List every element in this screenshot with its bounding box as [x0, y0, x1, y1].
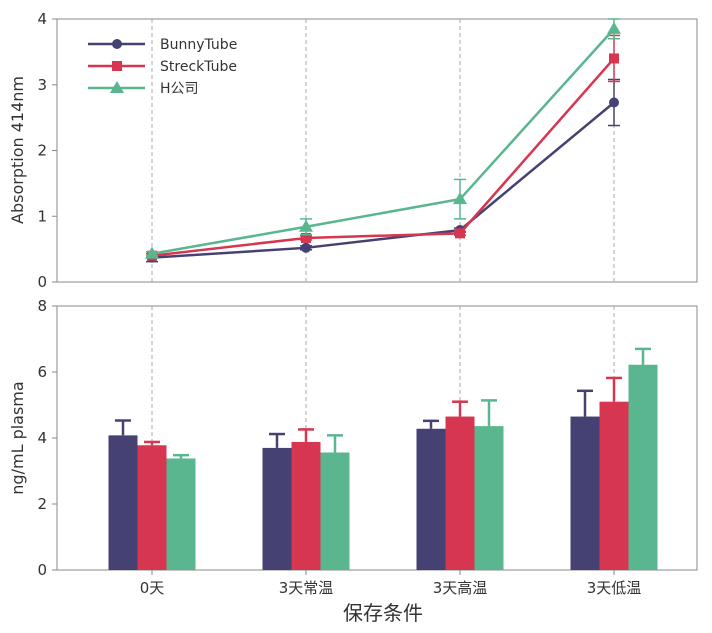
top-y-tick-label: 1 — [37, 207, 47, 225]
legend-label: BunnyTube — [160, 37, 237, 53]
bar — [570, 416, 600, 570]
bar — [445, 416, 475, 570]
top-y-axis-label: Absorption 414nm — [8, 76, 27, 224]
x-tick-label: 0天 — [140, 579, 165, 597]
legend-marker — [112, 61, 122, 71]
x-tick-label: 3天低温 — [587, 579, 642, 597]
bottom-y-tick-label: 6 — [37, 363, 47, 381]
legend-label: H公司 — [160, 81, 199, 97]
top-data-point — [609, 97, 619, 108]
bottom-y-axis: 0 2 4 6 8 — [37, 297, 57, 579]
x-axis: 0天 3天常温 3天高温 3天低温 — [140, 570, 642, 597]
bar — [137, 445, 167, 570]
top-data-point — [145, 246, 159, 259]
bottom-y-axis-label: ng/mL plasma — [8, 381, 27, 494]
top-series-line — [151, 57, 615, 257]
bar — [166, 458, 196, 570]
top-data-point — [607, 21, 621, 34]
top-plot-frame — [56, 18, 698, 283]
bottom-y-tick-label: 4 — [37, 429, 47, 447]
top-data-point — [453, 192, 467, 205]
top-data-point — [455, 228, 465, 239]
x-tick-label: 3天常温 — [279, 579, 334, 597]
bar — [108, 435, 138, 570]
bottom-bars-layer — [108, 347, 658, 570]
legend: BunnyTube StreckTube H公司 — [88, 37, 237, 97]
bottom-y-tick-label: 0 — [37, 561, 47, 579]
top-y-tick-label: 0 — [37, 273, 47, 291]
top-y-axis: 0 1 2 3 4 — [37, 10, 57, 291]
top-series-layer — [145, 18, 621, 263]
absorption-line-chart: 0 1 2 3 4 Absorption 414nm BunnyTube StreckTu… — [8, 10, 698, 291]
top-series-line — [151, 101, 615, 259]
x-axis-label: 保存条件 — [343, 601, 423, 625]
top-data-point — [299, 219, 313, 232]
top-series-line — [151, 28, 615, 255]
bottom-gridlines — [151, 306, 615, 570]
top-y-tick-label: 3 — [37, 76, 47, 94]
bar — [628, 364, 658, 570]
top-data-point — [609, 53, 619, 64]
top-data-point — [301, 242, 311, 253]
bar — [474, 426, 504, 570]
bar — [262, 447, 292, 570]
bottom-y-tick-label: 2 — [37, 495, 47, 513]
legend-label: StreckTube — [160, 59, 237, 75]
top-data-point — [301, 232, 311, 243]
bar — [291, 441, 321, 570]
plasma-bar-chart: 0 2 4 6 8 ng/mL plasma 0天 3天常温 3天高温 3天低温 保存条件 — [8, 297, 698, 625]
bar — [320, 452, 350, 570]
legend-marker — [110, 81, 124, 93]
top-y-tick-label: 2 — [37, 142, 47, 160]
bar — [599, 401, 629, 570]
x-tick-label: 3天高温 — [433, 579, 488, 597]
bar — [416, 428, 446, 570]
bottom-y-tick-label: 8 — [37, 297, 47, 315]
top-y-tick-label: 4 — [37, 10, 47, 28]
legend-marker — [112, 39, 122, 49]
